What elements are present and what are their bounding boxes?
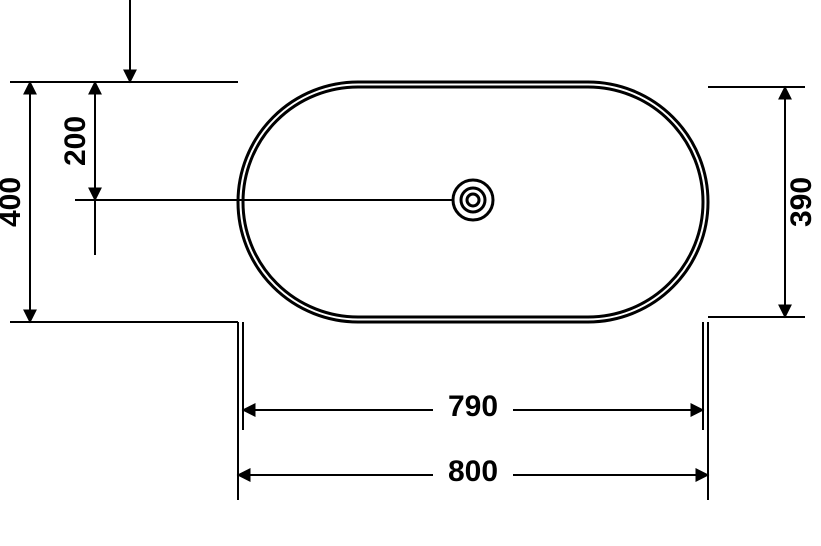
- drain-mid-circle: [461, 188, 485, 212]
- basin-inner-outline: [243, 87, 703, 317]
- dim-value-800: 800: [448, 455, 498, 488]
- drain-inner-circle: [467, 194, 479, 206]
- dim-value-790: 790: [448, 390, 498, 423]
- basin-outer-outline: [238, 82, 708, 322]
- dim-value-400: 400: [0, 177, 27, 227]
- dim-value-390: 390: [785, 177, 818, 227]
- drain-outer-circle: [453, 180, 493, 220]
- dim-value-200: 200: [59, 116, 92, 166]
